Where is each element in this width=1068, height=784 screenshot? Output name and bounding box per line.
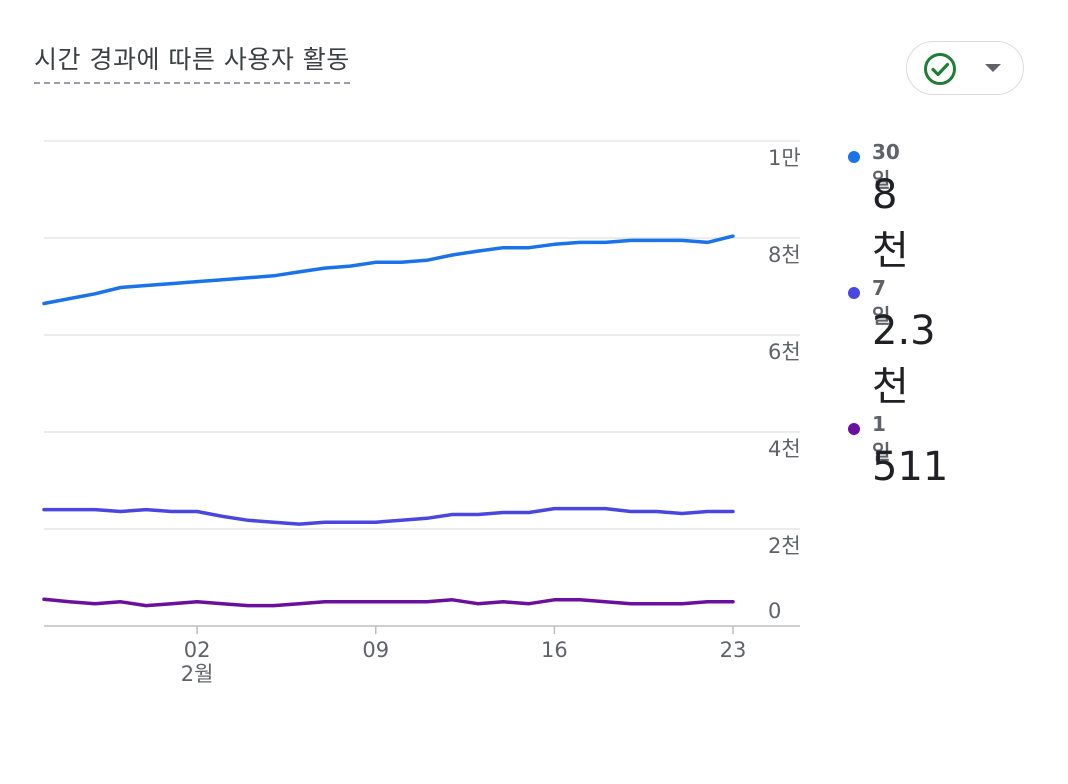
x-tick-label: 23 [720,638,747,662]
legend-series-name: 1일 [872,412,891,464]
caret-down-icon [985,64,1001,72]
check-circle-icon [924,53,956,85]
status-dropdown-button[interactable] [906,41,1024,95]
series-line-1일 [42,597,735,608]
x-tick-label: 02 [184,638,211,662]
legend-dot [848,151,860,163]
x-tick-label: 16 [541,638,568,662]
y-tick-label: 1만 [768,146,801,170]
legend-dot [848,287,860,299]
legend-series-name: 30일 [872,140,900,192]
card-title: 시간 경과에 따른 사용자 활동 [34,40,350,84]
legend-dot [848,423,860,435]
y-tick-label: 4천 [768,437,801,461]
x-tick-label: 09 [362,638,389,662]
y-tick-label: 0 [768,599,781,623]
series-line-7일 [42,506,735,526]
legend-series-name: 7일 [872,276,891,328]
y-tick-label: 6천 [768,340,801,364]
legend-series-value: 2.3천 [872,308,936,410]
x-tick-sublabel: 2월 [181,662,214,686]
legend-series-value: 511 [872,444,949,490]
y-tick-label: 8천 [768,243,801,267]
series-line-30일 [42,234,735,306]
y-tick-label: 2천 [768,534,801,558]
legend-series-value: 8천 [872,172,909,274]
